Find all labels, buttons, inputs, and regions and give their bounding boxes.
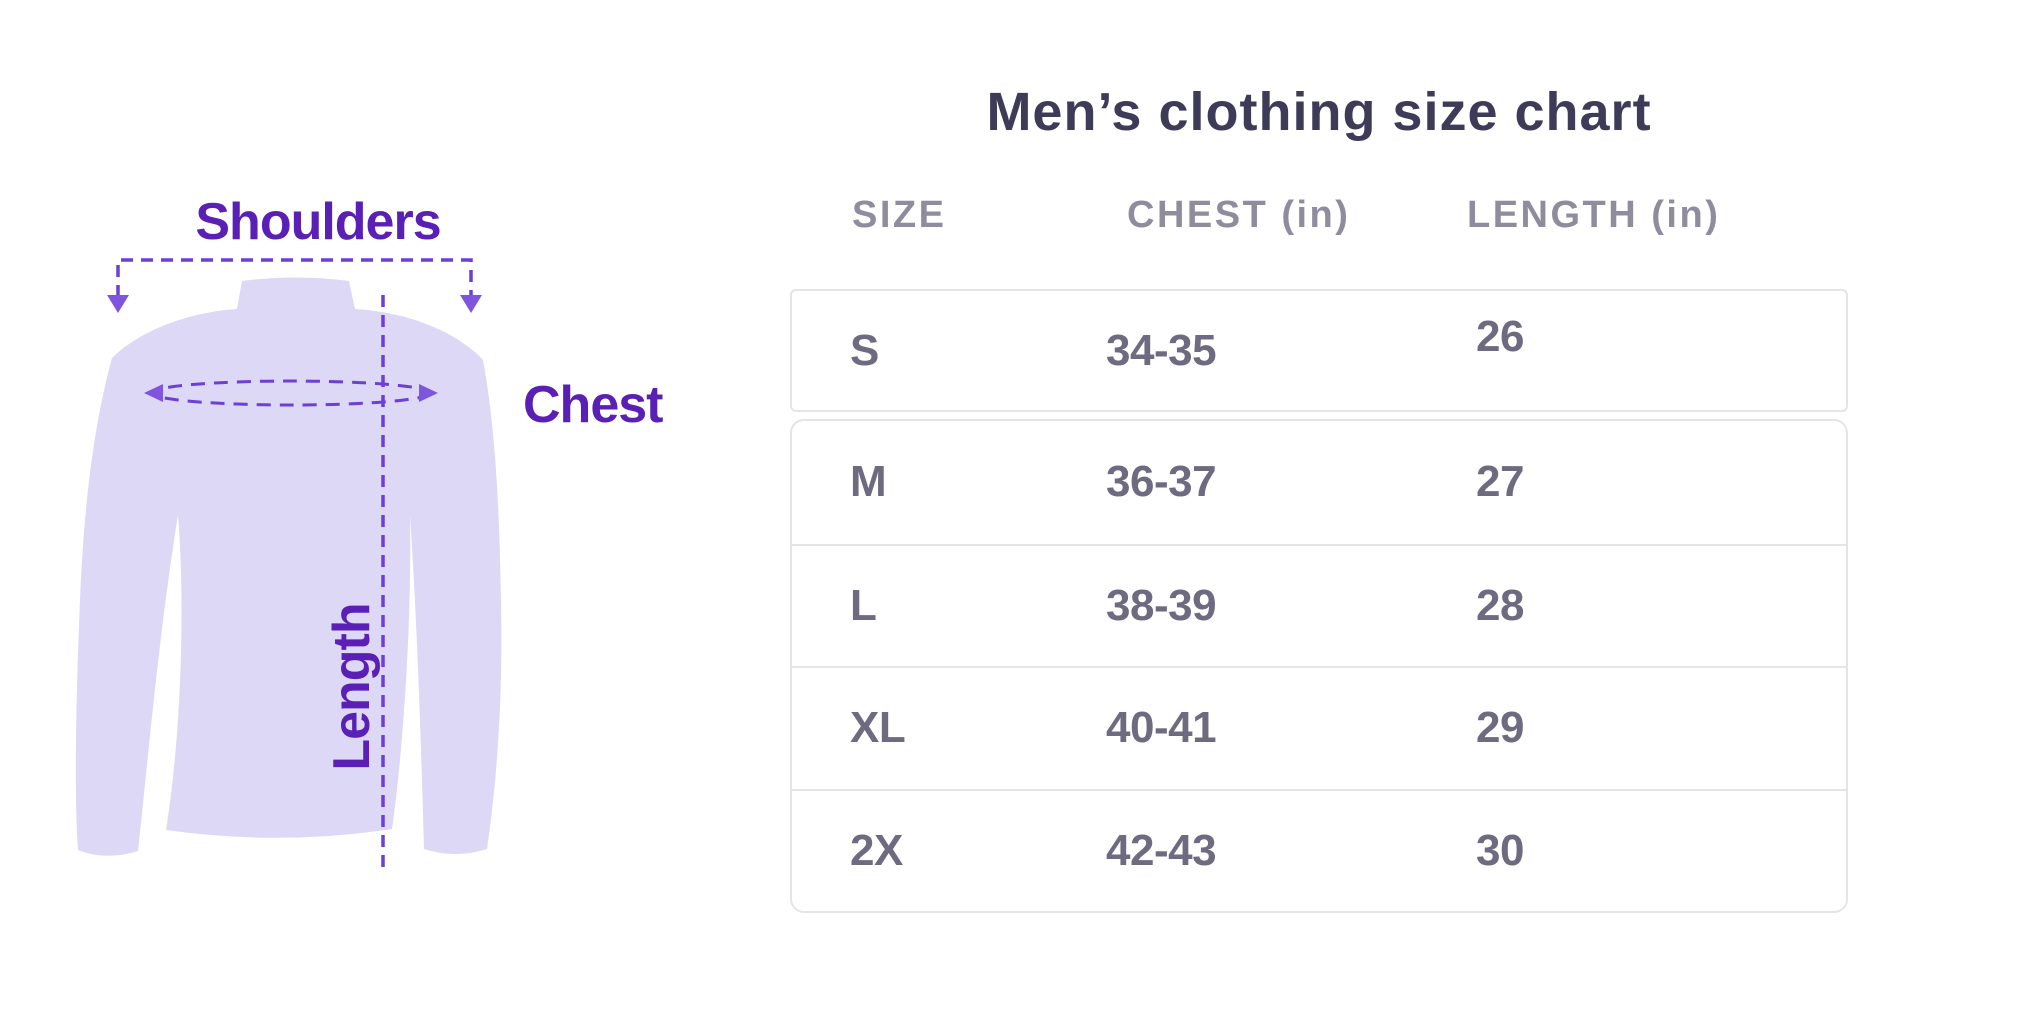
table-row: 2X 42-43 30 bbox=[792, 788, 1846, 912]
chest-cell: 36-37 bbox=[1106, 457, 1217, 507]
table-header-row: SIZE CHEST (in) LENGTH (in) bbox=[852, 192, 1792, 238]
size-cell: 2X bbox=[850, 825, 903, 875]
arrow-down-left-icon bbox=[107, 295, 129, 313]
size-cell: S bbox=[850, 325, 879, 375]
table-row: XL 40-41 29 bbox=[792, 666, 1846, 789]
page-title: Men’s clothing size chart bbox=[986, 82, 1652, 142]
column-header-chest: CHEST (in) bbox=[1127, 193, 1351, 236]
column-header-size: SIZE bbox=[852, 193, 947, 236]
table-row: L 38-39 28 bbox=[792, 543, 1846, 667]
chest-cell: 34-35 bbox=[1106, 325, 1217, 375]
arrow-down-right-icon bbox=[460, 295, 482, 313]
size-row-card-group: M 36-37 27 L 38-39 28 XL 40-41 29 2X 42-… bbox=[790, 419, 1848, 913]
length-cell: 30 bbox=[1476, 825, 1524, 875]
chest-cell: 42-43 bbox=[1106, 825, 1217, 875]
size-cell: XL bbox=[850, 703, 906, 753]
size-row-card-first: S 34-35 26 bbox=[790, 289, 1848, 412]
length-cell: 28 bbox=[1476, 580, 1524, 630]
shoulders-bracket-line bbox=[116, 258, 473, 297]
column-header-length: LENGTH (in) bbox=[1467, 193, 1721, 236]
size-cell: M bbox=[850, 457, 887, 507]
shoulders-label: Shoulders bbox=[195, 193, 441, 251]
chest-label: Chest bbox=[523, 376, 663, 434]
table-row: S 34-35 26 bbox=[792, 291, 1846, 410]
length-cell: 26 bbox=[1476, 311, 1524, 361]
arrow-left-icon bbox=[144, 384, 163, 402]
length-label: Length bbox=[323, 603, 381, 771]
chest-cell: 38-39 bbox=[1106, 580, 1217, 630]
shirt-diagram bbox=[75, 258, 502, 868]
length-cell: 29 bbox=[1476, 703, 1524, 753]
chest-cell: 40-41 bbox=[1106, 703, 1217, 753]
arrow-right-icon bbox=[419, 384, 438, 402]
shirt-silhouette bbox=[75, 277, 502, 856]
length-cell: 27 bbox=[1476, 457, 1524, 507]
table-row: M 36-37 27 bbox=[792, 421, 1846, 544]
size-cell: L bbox=[850, 580, 877, 630]
